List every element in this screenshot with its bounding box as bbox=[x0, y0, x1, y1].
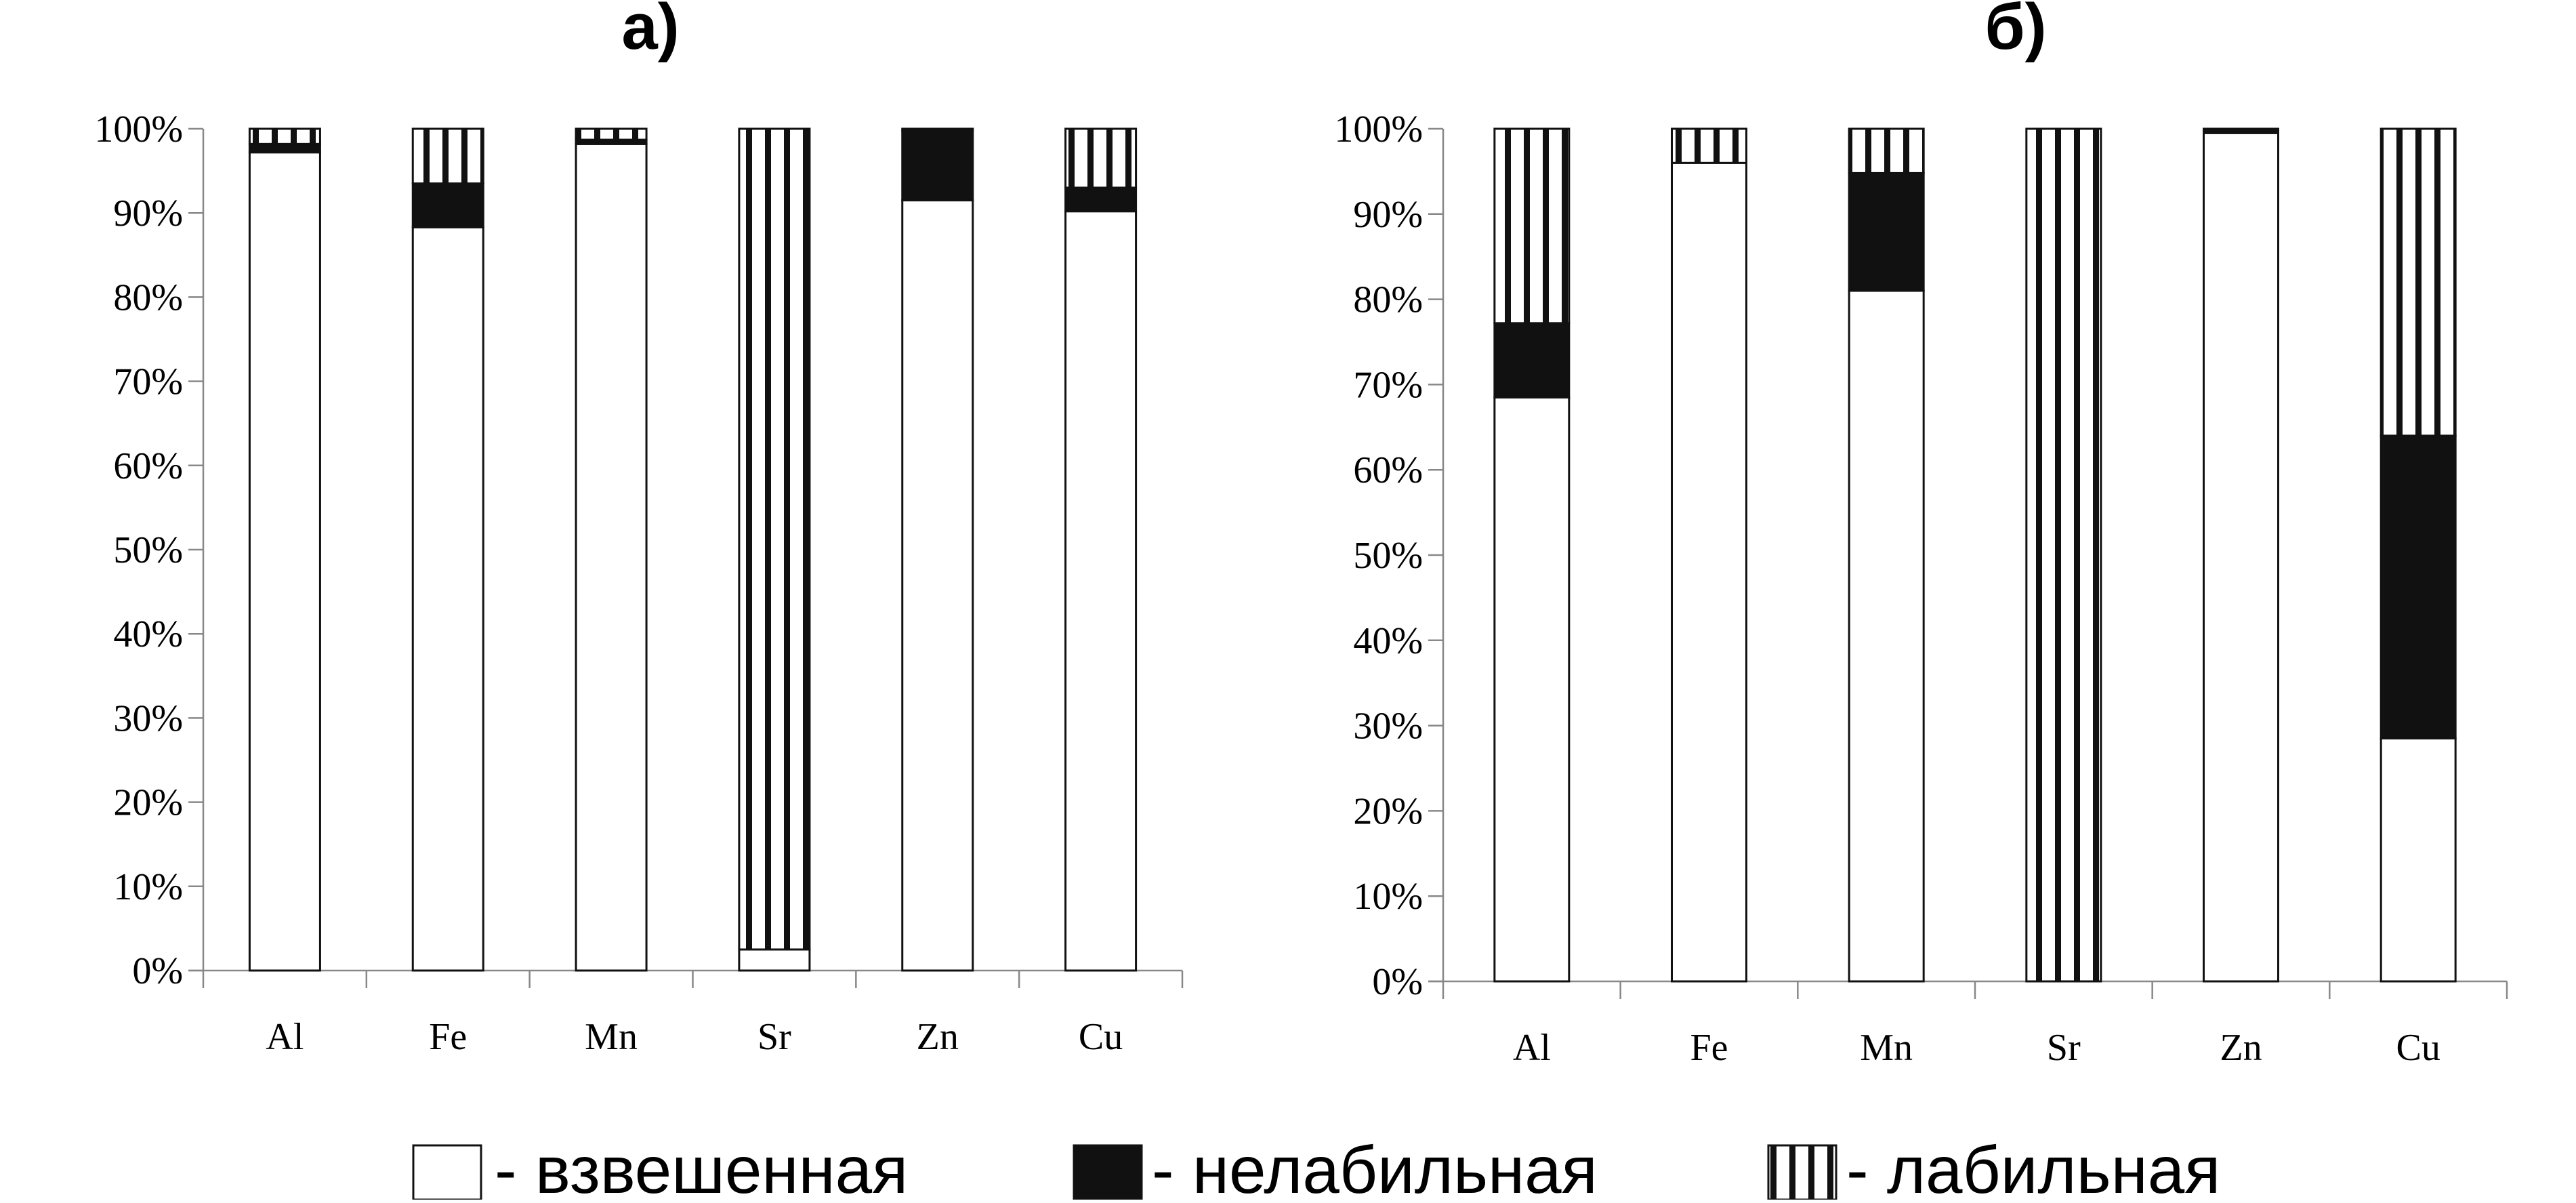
y-tick-label-b: 40% bbox=[1353, 620, 1423, 662]
y-tick-label-b: 80% bbox=[1353, 279, 1423, 321]
legend-swatch-nonlabile bbox=[1073, 1144, 1143, 1201]
y-tick-label-b: 90% bbox=[1353, 194, 1423, 236]
bar-segment-suspended-zn-a bbox=[901, 199, 974, 972]
bar-segment-nonlabile-zn-a bbox=[901, 129, 974, 202]
y-tick-label-b: 50% bbox=[1353, 535, 1423, 577]
x-tick-label-a: Zn bbox=[917, 1016, 959, 1058]
x-tick-label-a: Cu bbox=[1079, 1016, 1123, 1058]
bar-segment-nonlabile-fe-a bbox=[411, 182, 484, 228]
bar-segment-labile-mn-b bbox=[1848, 127, 1925, 174]
y-tick-label-b: 10% bbox=[1353, 876, 1423, 918]
y-tick-label-a: 80% bbox=[113, 277, 183, 319]
x-tick-label-a: Fe bbox=[429, 1016, 467, 1058]
y-tick-label-b: 0% bbox=[1372, 961, 1423, 1003]
legend-label-nonlabile: - нелабильная bbox=[1152, 1133, 1598, 1200]
legend-item-suspended: - взвешенная bbox=[412, 1133, 908, 1203]
y-tick-label-a: 60% bbox=[113, 445, 183, 487]
x-tick-label-b: Sr bbox=[2047, 1027, 2081, 1069]
bar-segment-labile-zn-a bbox=[901, 127, 974, 131]
x-tick-label-a: Al bbox=[266, 1016, 304, 1058]
panel-b-title: б) bbox=[1985, 0, 2046, 63]
bar-segment-suspended-zn-b bbox=[2203, 131, 2279, 983]
legend: - взвешенная - нелабильная - лабильная bbox=[412, 1133, 2220, 1203]
bar-segment-suspended-al-a bbox=[248, 151, 321, 972]
chart-panel-b: 0% 10% 20% 30% 40% 50% 60% 70% 80% 90% 100% Al Fe Mn S… bbox=[1334, 108, 2508, 1069]
y-tick-label-b: 60% bbox=[1353, 449, 1423, 491]
bar-segment-nonlabile-cu-b bbox=[2380, 434, 2457, 739]
bar-segment-labile-fe-a bbox=[411, 127, 484, 185]
bar-segment-nonlabile-al-b bbox=[1493, 322, 1571, 399]
y-tick-label-b: 100% bbox=[1334, 108, 1423, 150]
bar-segment-labile-cu-b bbox=[2380, 127, 2457, 437]
bar-segment-labile-al-b bbox=[1493, 127, 1571, 325]
legend-swatch-suspended bbox=[412, 1144, 482, 1201]
bar-segment-nonlabile-cu-a bbox=[1064, 186, 1138, 213]
y-tick-label-a: 40% bbox=[113, 613, 183, 655]
legend-label-suspended: - взвешенная bbox=[495, 1133, 908, 1200]
y-tick-label-a: 0% bbox=[132, 950, 183, 992]
x-tick-label-a: Mn bbox=[585, 1016, 638, 1058]
x-tick-label-b: Zn bbox=[2220, 1027, 2262, 1069]
bar-segment-suspended-mn-b bbox=[1848, 289, 1925, 983]
y-tick-label-b: 30% bbox=[1353, 706, 1423, 748]
bar-segment-labile-sr-b bbox=[2025, 127, 2102, 983]
legend-swatch-labile bbox=[1767, 1144, 1837, 1201]
bar-segment-suspended-fe-a bbox=[411, 226, 484, 972]
x-tick-label-b: Al bbox=[1513, 1027, 1551, 1069]
x-tick-label-b: Cu bbox=[2396, 1027, 2440, 1069]
bar-segment-labile-cu-a bbox=[1064, 127, 1138, 189]
y-tick-label-a: 100% bbox=[94, 108, 183, 150]
bar-segment-nonlabile-al-a bbox=[248, 142, 321, 154]
bar-segment-labile-sr-a bbox=[738, 127, 811, 951]
bar-segment-suspended-mn-a bbox=[575, 142, 648, 972]
y-tick-label-a: 50% bbox=[113, 529, 183, 571]
bar-segment-suspended-fe-b bbox=[1671, 161, 1747, 983]
bar-segment-labile-al-a bbox=[248, 127, 321, 145]
chart-panel-a: 0% 10% 20% 30% 40% 50% 60% 70% 80% 90% 100% Al Fe Mn S… bbox=[94, 108, 1184, 1058]
y-tick-label-b: 20% bbox=[1353, 790, 1423, 832]
y-tick-label-a: 90% bbox=[113, 192, 183, 235]
x-tick-label-a: Sr bbox=[757, 1016, 791, 1058]
bar-segment-nonlabile-mn-b bbox=[1848, 171, 1925, 292]
bar-segment-labile-fe-b bbox=[1671, 127, 1747, 164]
panel-a-title: а) bbox=[621, 0, 679, 63]
legend-item-nonlabile: - нелабильная bbox=[1073, 1133, 1598, 1203]
y-tick-label-a: 30% bbox=[113, 697, 183, 739]
legend-item-labile: - лабильная bbox=[1767, 1133, 2220, 1203]
bar-segment-labile-mn-a bbox=[575, 127, 648, 141]
y-tick-label-a: 20% bbox=[113, 782, 183, 824]
bar-segment-suspended-cu-a bbox=[1064, 210, 1138, 972]
y-tick-label-a: 70% bbox=[113, 361, 183, 403]
bar-segment-suspended-cu-b bbox=[2380, 737, 2457, 983]
x-tick-label-b: Fe bbox=[1690, 1027, 1728, 1069]
y-tick-label-a: 10% bbox=[113, 866, 183, 908]
y-tick-label-b: 70% bbox=[1353, 364, 1423, 406]
x-tick-label-b: Mn bbox=[1860, 1027, 1913, 1069]
bar-segment-nonlabile-zn-b bbox=[2203, 127, 2279, 134]
bar-segment-suspended-sr-a bbox=[738, 948, 811, 972]
bar-segment-suspended-al-b bbox=[1493, 396, 1571, 983]
legend-label-labile: - лабильная bbox=[1846, 1133, 2220, 1200]
